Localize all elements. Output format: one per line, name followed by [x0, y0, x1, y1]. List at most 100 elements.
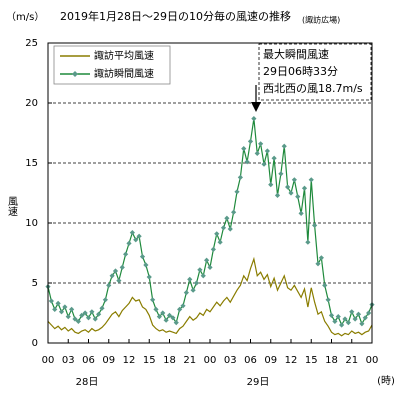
- point-marker: [85, 315, 92, 321]
- point-marker: [109, 273, 115, 279]
- annotation-line: 29日06時33分: [263, 65, 338, 78]
- point-marker: [254, 150, 260, 156]
- x-tick-label: 18: [163, 355, 176, 366]
- point-marker: [65, 314, 71, 320]
- x-tick-label: 12: [285, 355, 298, 366]
- point-marker: [335, 314, 341, 320]
- point-marker: [170, 315, 176, 321]
- day-label: 29日: [247, 377, 270, 388]
- annotation-line: 最大瞬間風速: [263, 47, 329, 61]
- point-marker: [227, 226, 233, 232]
- point-marker: [315, 261, 321, 267]
- point-marker: [136, 233, 142, 239]
- annotation: 最大瞬間風速 29日06時33分 西北西の風18.7m/s: [251, 43, 372, 112]
- point-marker: [190, 287, 196, 293]
- x-tick-label: 00: [366, 355, 379, 366]
- x-tick-label: 00: [204, 355, 217, 366]
- point-marker: [89, 309, 95, 315]
- point-marker: [278, 171, 284, 177]
- y-tick-label: 25: [25, 38, 38, 49]
- point-marker: [281, 143, 287, 149]
- y-tick-label: 15: [25, 158, 38, 169]
- point-marker: [305, 239, 311, 245]
- point-marker: [173, 320, 179, 326]
- point-marker: [298, 210, 304, 216]
- point-marker: [325, 297, 331, 303]
- point-marker: [160, 310, 166, 316]
- series-line: [47, 256, 373, 337]
- y-tick-label: 10: [25, 218, 38, 229]
- point-marker: [106, 282, 112, 288]
- annotation-box: [258, 43, 372, 101]
- point-marker: [332, 318, 338, 324]
- x-tick-label: 09: [102, 355, 115, 366]
- legend-marker: [72, 71, 78, 77]
- point-marker: [362, 315, 368, 321]
- point-marker: [274, 192, 281, 198]
- plot-frame: [47, 42, 373, 344]
- point-marker: [119, 264, 125, 270]
- y-unit: （m/s）: [6, 11, 44, 23]
- point-marker: [146, 274, 152, 280]
- point-marker: [220, 225, 227, 231]
- x-tick-label: 18: [325, 355, 338, 366]
- x-tick-label: 03: [62, 355, 75, 366]
- x-tick-label: 03: [224, 355, 237, 366]
- point-marker: [264, 148, 270, 154]
- chart-subtitle: (諏訪広場): [302, 15, 340, 25]
- point-marker: [166, 312, 173, 318]
- x-unit: (時): [377, 375, 395, 387]
- point-marker: [69, 306, 75, 312]
- point-marker: [244, 159, 250, 165]
- point-marker: [187, 276, 193, 282]
- point-marker: [48, 298, 54, 304]
- point-marker: [322, 282, 328, 288]
- point-marker: [52, 306, 58, 312]
- point-marker: [75, 318, 81, 324]
- x-tick-label: 09: [264, 355, 277, 366]
- legend-label: 諏訪平均風速: [94, 49, 154, 62]
- x-tick-label: 12: [123, 355, 136, 366]
- point-marker: [112, 268, 119, 274]
- point-marker: [251, 116, 257, 122]
- point-marker: [55, 300, 61, 306]
- point-marker: [339, 322, 345, 328]
- point-marker: [214, 231, 220, 237]
- point-marker: [308, 177, 314, 183]
- point-marker: [268, 182, 274, 188]
- x-tick-label: 06: [244, 355, 257, 366]
- x-tick-label: 06: [82, 355, 95, 366]
- legend-label: 諏訪瞬間風速: [94, 67, 154, 80]
- point-marker: [82, 310, 88, 316]
- point-marker: [133, 237, 139, 243]
- point-marker: [163, 317, 169, 323]
- point-marker: [150, 297, 156, 303]
- day-label: 28日: [76, 377, 99, 388]
- point-marker: [241, 146, 247, 152]
- point-marker: [285, 184, 291, 190]
- point-marker: [366, 310, 372, 316]
- point-marker: [58, 309, 65, 315]
- point-marker: [342, 316, 348, 322]
- point-marker: [79, 312, 85, 318]
- point-marker: [156, 314, 162, 320]
- point-marker: [258, 141, 264, 147]
- point-marker: [197, 267, 203, 273]
- x-tick-label: 15: [305, 355, 318, 366]
- point-marker: [247, 138, 254, 144]
- point-marker: [204, 257, 210, 263]
- point-marker: [301, 185, 308, 191]
- point-marker: [261, 161, 267, 167]
- point-marker: [237, 174, 243, 180]
- point-marker: [288, 190, 294, 196]
- x-tick-label: 15: [143, 355, 156, 366]
- point-marker: [183, 290, 189, 296]
- point-marker: [116, 278, 122, 284]
- annotation-line: 西北西の風18.7m/s: [263, 82, 363, 95]
- point-marker: [129, 230, 135, 236]
- plot-area: 0 5 10 15 20 25 00 03 06 09 12 15 18 21 00 03 06 09 12 15 18…: [25, 38, 378, 388]
- legend-box: [53, 45, 171, 85]
- point-marker: [126, 240, 132, 246]
- point-marker: [123, 251, 129, 257]
